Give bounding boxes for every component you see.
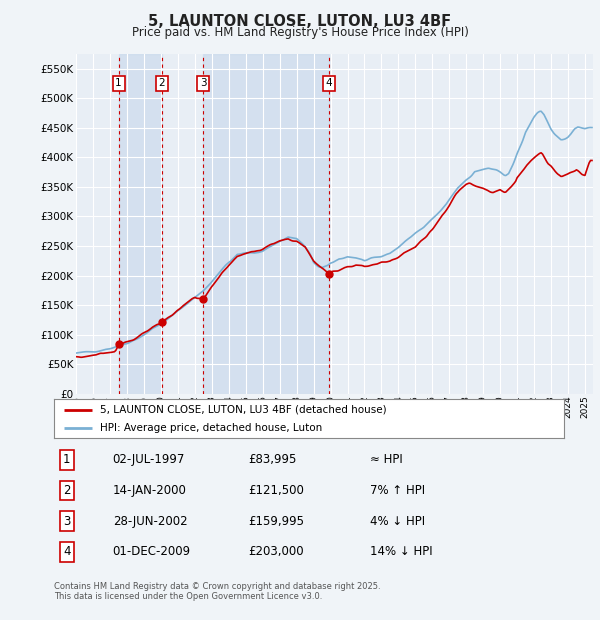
Text: HPI: Average price, detached house, Luton: HPI: Average price, detached house, Luto… [100,423,322,433]
Bar [203,54,329,394]
Text: 1: 1 [63,453,71,466]
Text: 14-JAN-2000: 14-JAN-2000 [113,484,187,497]
Text: 1: 1 [115,79,122,89]
Text: 4: 4 [63,546,71,559]
Text: 3: 3 [63,515,70,528]
Text: 5, LAUNTON CLOSE, LUTON, LU3 4BF: 5, LAUNTON CLOSE, LUTON, LU3 4BF [148,14,452,29]
Text: 2: 2 [158,79,165,89]
Text: 28-JUN-2002: 28-JUN-2002 [113,515,187,528]
Text: £203,000: £203,000 [248,546,304,559]
Text: 01-DEC-2009: 01-DEC-2009 [113,546,191,559]
Text: 3: 3 [200,79,206,89]
Text: 4% ↓ HPI: 4% ↓ HPI [370,515,425,528]
Text: ≈ HPI: ≈ HPI [370,453,403,466]
Text: 2: 2 [63,484,71,497]
Text: £121,500: £121,500 [248,484,304,497]
Text: 7% ↑ HPI: 7% ↑ HPI [370,484,425,497]
Text: £83,995: £83,995 [248,453,296,466]
Text: £159,995: £159,995 [248,515,304,528]
Text: Contains HM Land Registry data © Crown copyright and database right 2025.
This d: Contains HM Land Registry data © Crown c… [54,582,380,601]
Bar [119,54,161,394]
Text: Price paid vs. HM Land Registry's House Price Index (HPI): Price paid vs. HM Land Registry's House … [131,26,469,39]
Text: 5, LAUNTON CLOSE, LUTON, LU3 4BF (detached house): 5, LAUNTON CLOSE, LUTON, LU3 4BF (detach… [100,405,386,415]
Text: 14% ↓ HPI: 14% ↓ HPI [370,546,433,559]
Text: 02-JUL-1997: 02-JUL-1997 [113,453,185,466]
Text: 4: 4 [326,79,332,89]
